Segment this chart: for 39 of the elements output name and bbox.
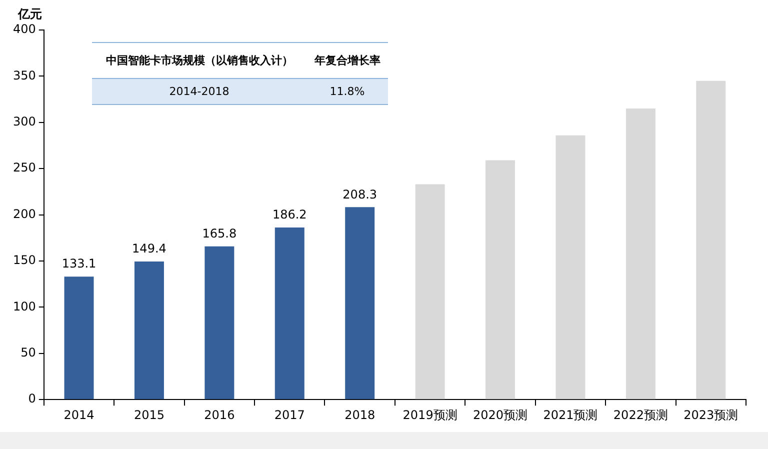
x-tick-label: 2017 (274, 408, 305, 422)
y-axis-title: 亿元 (18, 6, 42, 23)
x-tick-label: 2018 (344, 408, 376, 422)
bar (626, 108, 656, 400)
bar (696, 80, 726, 400)
annotation: 中国智能卡市场规模（以销售收入计） (92, 42, 307, 78)
bar (486, 160, 516, 400)
bar (204, 246, 234, 400)
y-tick-label: 0 (28, 392, 36, 406)
data-label: 149.4 (132, 242, 166, 256)
bar (415, 184, 445, 400)
x-tick-label: 2023预测 (684, 408, 738, 422)
y-tick-label: 400 (13, 22, 36, 36)
x-tick-label: 2021预测 (543, 408, 598, 422)
x-tick-label: 2016 (204, 408, 235, 422)
bar (556, 135, 586, 400)
bar (134, 262, 164, 400)
bar (64, 276, 94, 400)
y-tick-label: 150 (13, 253, 36, 268)
y-tick-label: 50 (20, 346, 36, 360)
annotation: 11.8% (306, 78, 388, 104)
data-label: 186.2 (272, 208, 307, 222)
data-label: 208.3 (342, 187, 378, 202)
x-tick-label: 2020预测 (472, 408, 528, 422)
annotation: 2014-2018 (92, 78, 307, 104)
bar (274, 228, 304, 400)
x-tick-label: 2014 (64, 408, 94, 422)
y-tick-label: 100 (13, 299, 36, 314)
y-tick-label: 250 (13, 160, 36, 175)
x-tick-label: 2015 (134, 408, 164, 422)
data-label: 165.8 (202, 226, 237, 241)
y-tick-label: 300 (13, 114, 36, 129)
data-label: 133.1 (62, 256, 96, 271)
bar (345, 207, 375, 400)
y-tick-label: 200 (13, 206, 36, 221)
y-tick-label: 350 (13, 68, 36, 82)
x-tick-label: 2019预测 (402, 408, 458, 422)
x-tick-label: 2022预测 (613, 408, 668, 422)
annotation: 年复合增长率 (306, 42, 388, 78)
